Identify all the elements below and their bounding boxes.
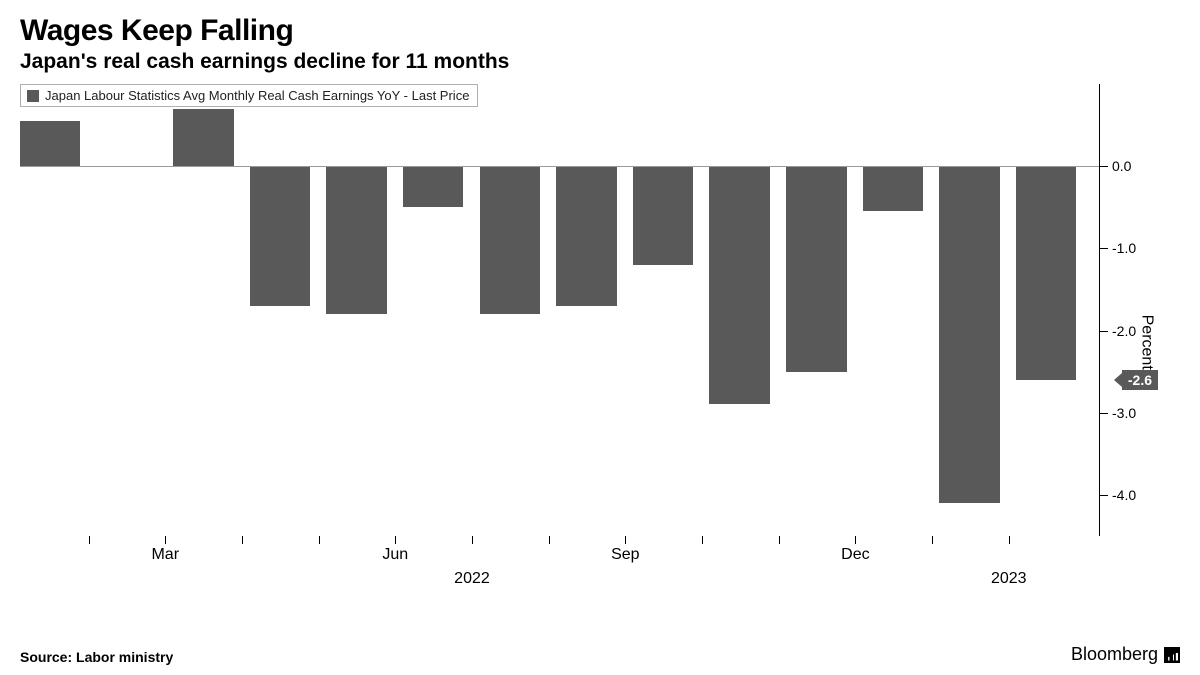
x-year-label: 2022	[454, 570, 490, 588]
x-tick	[89, 536, 90, 544]
bar	[480, 166, 540, 314]
bar	[250, 166, 310, 306]
x-month-label: Dec	[841, 546, 869, 564]
chart-container: Wages Keep Falling Japan's real cash ear…	[0, 0, 1200, 675]
bar	[939, 166, 999, 503]
bar	[326, 166, 386, 314]
y-tick-label: -3.0	[1112, 405, 1136, 421]
bar	[20, 121, 80, 166]
y-tick-label: 0.0	[1112, 158, 1131, 174]
x-axis: Mar Jun Sep Dec 2022 2023	[20, 536, 1100, 604]
zero-line	[20, 166, 1099, 167]
y-tick-label: -2.0	[1112, 323, 1136, 339]
chart-title: Wages Keep Falling	[20, 14, 1180, 48]
legend-label: Japan Labour Statistics Avg Monthly Real…	[45, 88, 469, 103]
brand: Bloomberg	[1071, 644, 1180, 665]
y-axis-title: Percent	[1137, 315, 1155, 370]
x-tick	[1009, 536, 1010, 544]
bars-layer	[20, 84, 1099, 536]
x-year-label: 2023	[991, 570, 1027, 588]
y-tick	[1100, 413, 1108, 414]
y-tick-label: -1.0	[1112, 240, 1136, 256]
x-tick	[319, 536, 320, 544]
x-tick	[242, 536, 243, 544]
x-tick	[395, 536, 396, 544]
bar	[173, 109, 233, 167]
bar	[1016, 166, 1076, 380]
y-tick-label: -4.0	[1112, 487, 1136, 503]
x-tick	[165, 536, 166, 544]
x-month-label: Mar	[151, 546, 179, 564]
brand-icon	[1164, 647, 1180, 663]
x-tick	[549, 536, 550, 544]
x-month-label: Jun	[382, 546, 408, 564]
chart-area: Japan Labour Statistics Avg Monthly Real…	[20, 84, 1180, 604]
bar	[556, 166, 616, 306]
bar	[709, 166, 769, 404]
callout-label: -2.6	[1128, 372, 1152, 388]
bar	[863, 166, 923, 211]
x-tick	[702, 536, 703, 544]
legend-swatch-icon	[27, 90, 39, 102]
bar	[403, 166, 463, 207]
y-tick	[1100, 331, 1108, 332]
plot-region	[20, 84, 1100, 536]
legend: Japan Labour Statistics Avg Monthly Real…	[20, 84, 478, 107]
x-tick	[779, 536, 780, 544]
x-month-label: Sep	[611, 546, 639, 564]
chart-subtitle: Japan's real cash earnings decline for 1…	[20, 50, 1180, 74]
y-tick	[1100, 248, 1108, 249]
x-tick	[625, 536, 626, 544]
y-tick	[1100, 166, 1108, 167]
bar	[633, 166, 693, 265]
footer: Source: Labor ministry Bloomberg	[20, 644, 1180, 665]
brand-label: Bloomberg	[1071, 644, 1158, 665]
x-tick	[932, 536, 933, 544]
value-callout: -2.6	[1122, 370, 1158, 390]
x-tick	[855, 536, 856, 544]
y-tick	[1100, 495, 1108, 496]
source-label: Source: Labor ministry	[20, 649, 173, 665]
x-tick	[472, 536, 473, 544]
bar	[786, 166, 846, 371]
